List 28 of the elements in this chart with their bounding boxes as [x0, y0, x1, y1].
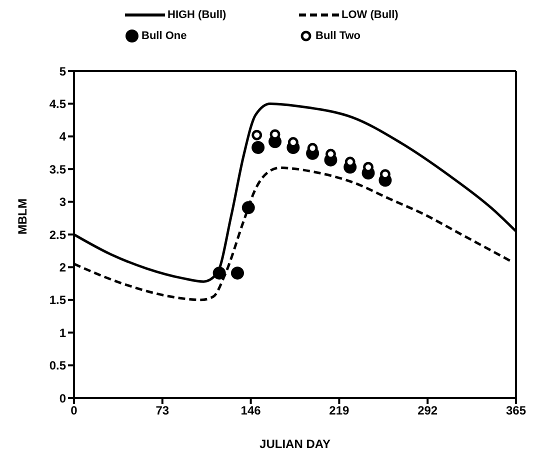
x-tick-label: 146 [240, 404, 262, 418]
legend-label: LOW (Bull) [342, 9, 398, 21]
y-tick-label: 1 [59, 326, 66, 340]
y-tick-label: 4.5 [49, 96, 66, 111]
legend-label: Bull Two [316, 30, 361, 42]
y-tick-label: 3.5 [49, 162, 66, 176]
y-tick-label: 4 [59, 130, 66, 144]
point [242, 201, 255, 214]
y-axis-title: MBLM [15, 198, 30, 234]
legend-label: Bull One [142, 30, 187, 42]
y-tick-label: 3 [59, 195, 66, 210]
y-tick-label: 0 [59, 391, 66, 406]
x-tick-label: 292 [418, 404, 438, 418]
point [230, 266, 244, 280]
y-tick-label: 0.5 [49, 358, 66, 373]
point [212, 266, 226, 280]
x-tick-label: 219 [329, 404, 350, 418]
legend-label: HIGH (Bull) [168, 9, 226, 21]
y-tick-label: 2 [59, 260, 66, 274]
point [252, 130, 262, 140]
y-tick-label: 1.5 [49, 293, 66, 308]
x-tick-label: 0 [70, 404, 78, 418]
y-tick-label: 5 [59, 64, 66, 78]
point [252, 141, 265, 154]
x-tick-label: 73 [156, 404, 170, 418]
y-tick-label: 2.5 [49, 228, 66, 242]
x-axis-title: JULIAN DAY [260, 437, 330, 451]
x-tick-label: 365 [506, 404, 526, 418]
